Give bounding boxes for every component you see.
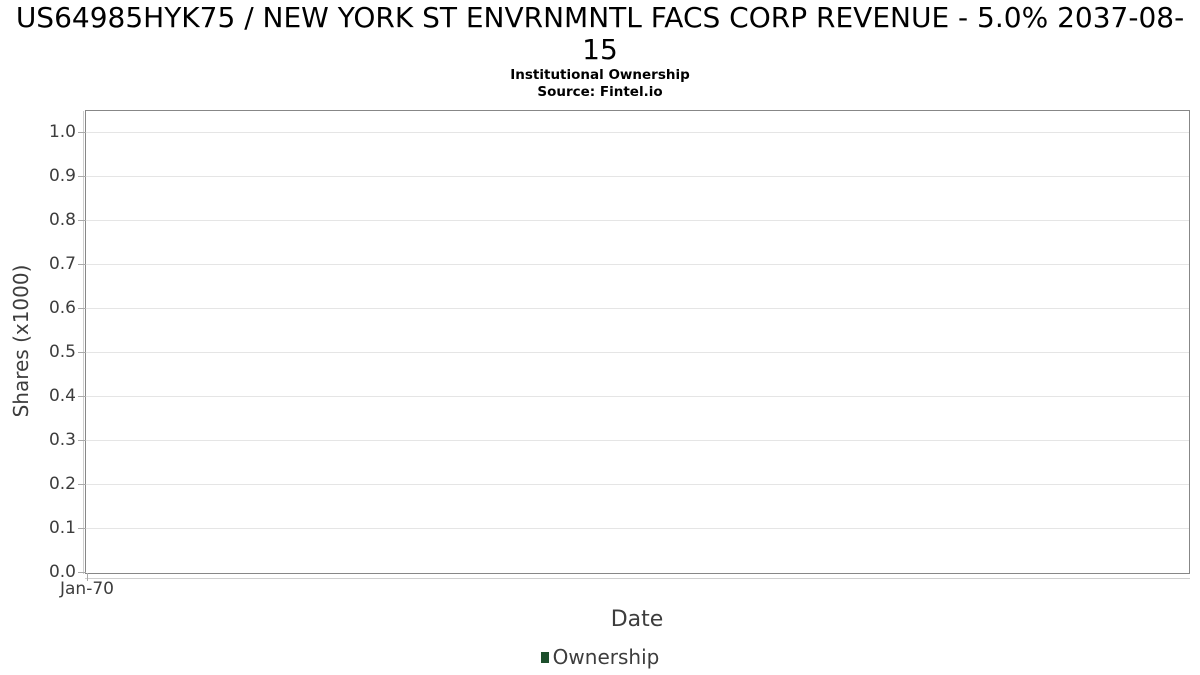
gridline xyxy=(86,352,1189,353)
x-tick-label: Jan-70 xyxy=(60,579,114,599)
gridline xyxy=(86,396,1189,397)
plot-area xyxy=(78,110,1190,581)
y-tick-mark xyxy=(78,264,86,265)
legend-item-label: Ownership xyxy=(552,645,660,669)
gridline xyxy=(86,484,1189,485)
gridline xyxy=(86,440,1189,441)
y-axis-line xyxy=(83,111,84,574)
y-tick-label: 0.6 xyxy=(48,298,76,318)
y-tick-label: 0.0 xyxy=(48,562,76,582)
y-tick-label: 0.7 xyxy=(48,254,76,274)
x-axis-line xyxy=(85,578,1190,579)
legend-item-ownership[interactable]: Ownership xyxy=(540,645,660,669)
y-tick-label: 0.9 xyxy=(48,166,76,186)
y-tick-label: 0.2 xyxy=(48,474,76,494)
y-tick-label: 0.1 xyxy=(48,518,76,538)
chart-source: Source: Fintel.io xyxy=(537,84,663,100)
legend: Ownership xyxy=(0,645,1200,669)
ownership-series-swatch xyxy=(540,651,549,663)
y-tick-mark xyxy=(78,220,86,221)
chart-subtitle: Institutional Ownership xyxy=(510,67,690,83)
x-tick-mark xyxy=(87,573,88,581)
y-tick-mark xyxy=(78,352,86,353)
y-tick-label: 0.5 xyxy=(48,342,76,362)
y-tick-mark xyxy=(78,132,86,133)
y-tick-mark xyxy=(78,484,86,485)
y-tick-mark xyxy=(78,572,86,573)
gridline xyxy=(86,132,1189,133)
y-tick-mark xyxy=(78,176,86,177)
chart-title: US64985HYK75 / NEW YORK ST ENVRNMNTL FAC… xyxy=(15,1,1185,67)
y-tick-mark xyxy=(78,440,86,441)
gridline xyxy=(86,528,1189,529)
gridline xyxy=(86,264,1189,265)
y-tick-label: 0.4 xyxy=(48,386,76,406)
y-tick-mark xyxy=(78,528,86,529)
y-tick-label: 0.3 xyxy=(48,430,76,450)
gridline xyxy=(86,308,1189,309)
y-tick-mark xyxy=(78,396,86,397)
x-axis-label: Date xyxy=(610,607,664,632)
gridline xyxy=(86,220,1189,221)
y-tick-mark xyxy=(78,308,86,309)
gridline xyxy=(86,176,1189,177)
y-tick-label: 0.8 xyxy=(48,210,76,230)
y-tick-label: 1.0 xyxy=(48,122,76,142)
